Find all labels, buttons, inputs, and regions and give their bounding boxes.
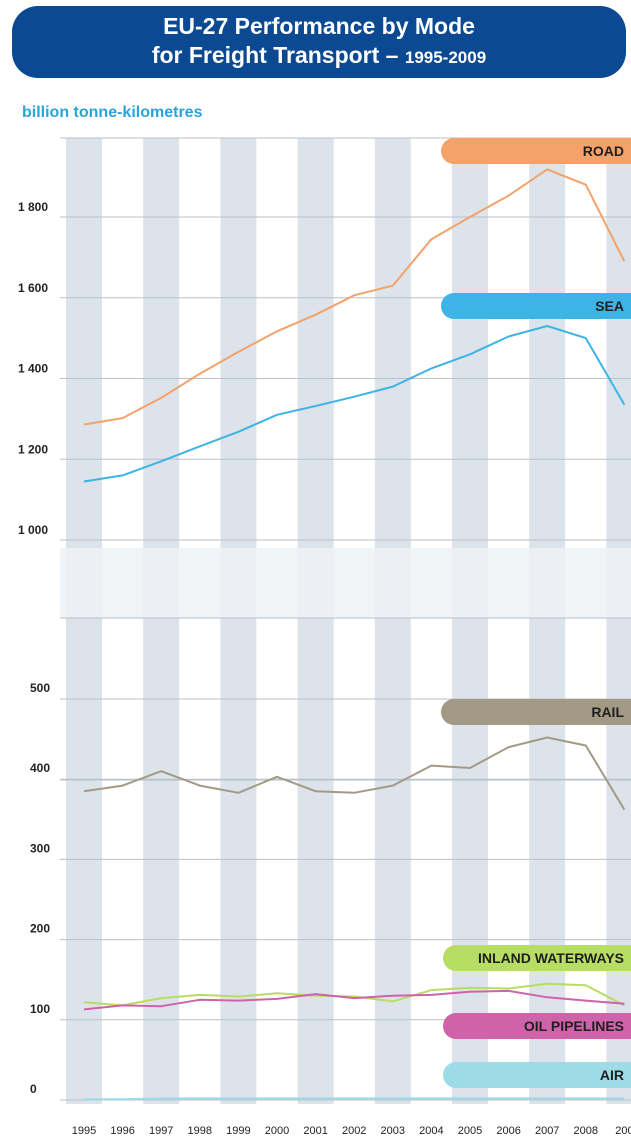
x-tick-label-2007: 2007 — [535, 1125, 559, 1137]
series-label-oil-pipelines: OIL PIPELINES — [524, 1018, 624, 1034]
x-tick-label-1996: 1996 — [110, 1125, 134, 1137]
y-tick-label: 300 — [30, 841, 50, 855]
series-label-air: AIR — [600, 1067, 624, 1083]
x-tick-label-2002: 2002 — [342, 1125, 366, 1137]
x-tick-label-2008: 2008 — [574, 1125, 598, 1137]
series-pill-rail — [441, 699, 631, 725]
year-band-2003 — [374, 138, 411, 1104]
axis-break-band — [60, 548, 631, 618]
series-label-road: ROAD — [583, 143, 624, 159]
y-tick-label: 200 — [30, 922, 50, 936]
x-tick-label-2006: 2006 — [496, 1125, 520, 1137]
y-tick-label: 1 400 — [18, 362, 48, 376]
series-line-oil-pipelines — [83, 989, 625, 1011]
chart-title-dash: – — [379, 42, 405, 68]
series-line-inland-waterways — [83, 982, 625, 1007]
series-label-sea: SEA — [595, 298, 624, 314]
y-tick-label: 0 — [30, 1082, 37, 1096]
series-label-rail: RAIL — [591, 704, 624, 720]
series-line-rail — [83, 736, 626, 811]
x-tick-label-2000: 2000 — [265, 1125, 289, 1137]
series-pill-air — [443, 1062, 631, 1088]
x-tick-label-2001: 2001 — [303, 1125, 327, 1137]
y-tick-label: 400 — [30, 761, 50, 775]
x-tick-label-1998: 1998 — [188, 1125, 212, 1137]
y-axis-unit-label: billion tonne-kilometres — [22, 104, 203, 121]
x-tick-label-2003: 2003 — [381, 1125, 405, 1137]
chart-title-line1: EU-27 Performance by Mode — [163, 13, 475, 39]
x-tick-label-1999: 1999 — [226, 1125, 250, 1137]
series-pill-oil-pipelines — [443, 1013, 631, 1039]
y-tick-label: 1 200 — [18, 442, 48, 456]
title-banner: EU-27 Performance by Mode for Freight Tr… — [12, 6, 626, 78]
y-tick-label: 100 — [30, 1002, 50, 1016]
x-tick-label-2009: 200 — [615, 1125, 631, 1137]
x-tick-label-1995: 1995 — [72, 1125, 96, 1137]
x-tick-label-1997: 1997 — [149, 1125, 173, 1137]
year-band-1999 — [220, 138, 257, 1104]
year-band-1997 — [143, 138, 180, 1104]
y-tick-label: 500 — [30, 681, 50, 695]
year-band-2001 — [297, 138, 334, 1104]
y-tick-label: 1 600 — [18, 281, 48, 295]
chart-title-main: for Freight Transport — [151, 42, 380, 68]
series-line-sea — [83, 325, 626, 483]
y-tick-label: 1 000 — [18, 523, 48, 537]
series-line-road — [83, 168, 626, 426]
chart-title-line2: for Freight Transport – 1995-2009 — [152, 41, 486, 72]
series-pill-inland-waterways — [443, 945, 631, 971]
series-pill-sea — [441, 293, 631, 319]
x-tick-label-2004: 2004 — [419, 1125, 443, 1137]
series-line-air — [84, 1097, 625, 1101]
series-label-inland-waterways: INLAND WATERWAYS — [478, 950, 624, 966]
year-band-1995 — [66, 138, 102, 1104]
y-tick-label: 1 800 — [18, 200, 48, 214]
series-pill-road — [441, 138, 631, 164]
chart-title-years: 1995-2009 — [404, 48, 487, 67]
x-tick-label-2005: 2005 — [458, 1125, 482, 1137]
